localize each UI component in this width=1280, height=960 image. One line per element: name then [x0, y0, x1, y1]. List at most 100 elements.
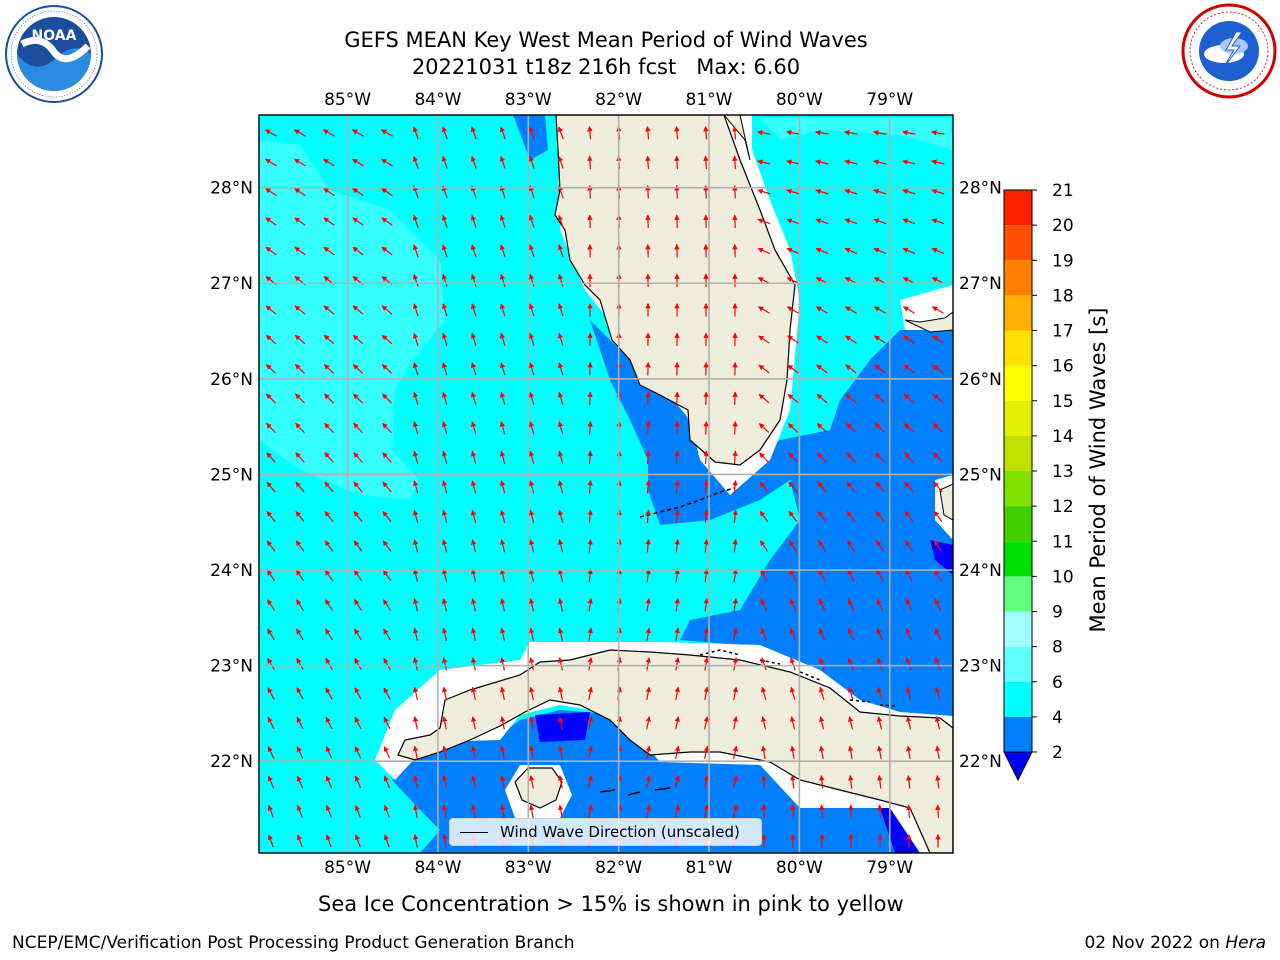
wave-direction-arrow	[674, 214, 680, 229]
wave-direction-arrow	[587, 804, 594, 818]
wave-direction-arrow	[732, 420, 738, 435]
wave-direction-arrow	[760, 628, 768, 641]
wave-direction-arrow	[499, 539, 506, 553]
wave-direction-arrow	[500, 775, 506, 789]
wave-direction-arrow	[819, 775, 825, 789]
wave-direction-arrow	[758, 393, 770, 404]
wave-direction-arrow	[587, 657, 593, 671]
wave-direction-arrow	[905, 628, 913, 641]
lon-label-bottom: 84°W	[414, 858, 461, 878]
wave-direction-arrow	[529, 775, 535, 789]
wave-direction-arrow	[471, 775, 477, 789]
wave-direction-arrow	[412, 421, 419, 435]
wave-direction-arrow	[296, 687, 304, 700]
wave-direction-arrow	[789, 569, 797, 582]
wave-direction-arrow	[294, 187, 306, 197]
wave-direction-arrow	[674, 450, 680, 465]
map-tick-labels: 85°W 85°W 84°W 84°W 83°W 83°W 82°W 82°W 81°W 81°W…	[210, 90, 1002, 878]
wave-direction-arrow	[732, 686, 738, 700]
wave-direction-arrow	[413, 745, 419, 759]
wave-direction-arrow	[353, 452, 363, 463]
wave-direction-arrow	[904, 481, 914, 493]
wave-direction-arrow	[787, 335, 799, 344]
wave-direction-arrow	[383, 834, 390, 848]
wave-direction-arrow	[266, 422, 276, 434]
wave-direction-arrow	[441, 214, 448, 228]
wave-direction-arrow	[557, 303, 564, 317]
wave-direction-arrow	[529, 716, 535, 730]
wave-direction-arrow	[760, 598, 768, 612]
legend-line-swatch	[460, 832, 488, 833]
wave-direction-arrow	[587, 627, 593, 642]
wave-direction-arrow	[703, 716, 709, 730]
lat-label-right: 27°N	[959, 274, 1002, 294]
wave-direction-arrow	[558, 775, 564, 789]
lat-label-left: 27°N	[210, 274, 253, 294]
wave-direction-arrow	[442, 657, 448, 671]
wave-direction-arrow	[266, 599, 276, 611]
wave-direction-arrow	[557, 126, 564, 140]
wave-direction-arrow	[470, 391, 477, 405]
wave-direction-arrow	[790, 745, 796, 760]
wave-direction-arrow	[322, 129, 335, 137]
wave-direction-arrow	[267, 716, 275, 730]
wave-direction-arrow	[325, 746, 333, 759]
wave-direction-arrow	[294, 158, 306, 167]
wave-direction-arrow	[266, 569, 276, 582]
sea-ice-note: Sea Ice Concentration > 15% is shown in …	[260, 890, 1020, 918]
lat-label-right: 26°N	[959, 370, 1002, 390]
colorbar-segment	[1004, 295, 1032, 331]
wave-direction-arrow	[528, 126, 535, 140]
wave-direction-arrow	[904, 540, 914, 552]
wave-direction-arrow	[587, 539, 593, 553]
wave-direction-arrow	[412, 155, 419, 169]
wave-direction-arrow	[674, 598, 680, 612]
wave-direction-arrow	[931, 130, 945, 136]
lat-label-right: 23°N	[959, 657, 1002, 677]
wave-direction-arrow	[902, 218, 916, 225]
wave-direction-arrow	[441, 568, 448, 582]
wave-direction-arrow	[412, 450, 419, 464]
wave-direction-arrow	[557, 450, 564, 464]
wave-direction-arrow	[442, 804, 448, 819]
wave-direction-arrow	[789, 628, 797, 641]
wave-direction-arrow	[324, 452, 334, 463]
wave-direction-arrow	[703, 657, 709, 671]
wave-direction-arrow	[788, 540, 798, 552]
wave-direction-arrow	[877, 775, 883, 789]
wave-direction-arrow	[645, 568, 651, 583]
wave-direction-arrow	[935, 745, 941, 760]
wave-direction-arrow	[873, 277, 887, 284]
wave-direction-arrow	[381, 217, 393, 226]
wave-direction-arrow	[441, 244, 448, 258]
wave-direction-arrow	[499, 598, 506, 612]
wave-direction-arrow	[789, 598, 797, 612]
lon-label-bottom: 83°W	[505, 858, 552, 878]
wave-direction-arrow	[381, 158, 393, 167]
wave-direction-arrow	[528, 568, 535, 582]
wave-direction-arrow	[848, 775, 854, 789]
colorbar-tick-label: 11	[1052, 532, 1074, 552]
wave-direction-arrow	[354, 775, 362, 789]
wave-direction-arrow	[905, 657, 912, 671]
lat-label-left: 23°N	[210, 657, 253, 677]
wave-direction-arrow	[933, 452, 943, 463]
wave-direction-arrow	[703, 627, 709, 642]
wave-direction-arrow	[352, 217, 364, 226]
wave-direction-arrow	[528, 362, 535, 376]
wave-direction-arrow	[645, 686, 651, 700]
wave-direction-arrow	[412, 214, 419, 228]
lon-label-bottom: 80°W	[776, 858, 823, 878]
wave-direction-arrow	[902, 130, 916, 136]
wave-direction-arrow	[904, 510, 914, 523]
wave-direction-arrow	[351, 129, 364, 137]
map-area[interactable]	[259, 115, 953, 853]
wave-direction-arrow	[295, 510, 305, 522]
lat-label-right: 24°N	[959, 561, 1002, 581]
colorbar-segment	[1004, 400, 1032, 436]
wave-direction-arrow	[294, 393, 306, 404]
wave-direction-arrow	[786, 130, 800, 136]
wave-direction-arrow	[296, 746, 304, 759]
wave-direction-arrow	[352, 364, 364, 374]
wave-direction-arrow	[470, 332, 477, 346]
